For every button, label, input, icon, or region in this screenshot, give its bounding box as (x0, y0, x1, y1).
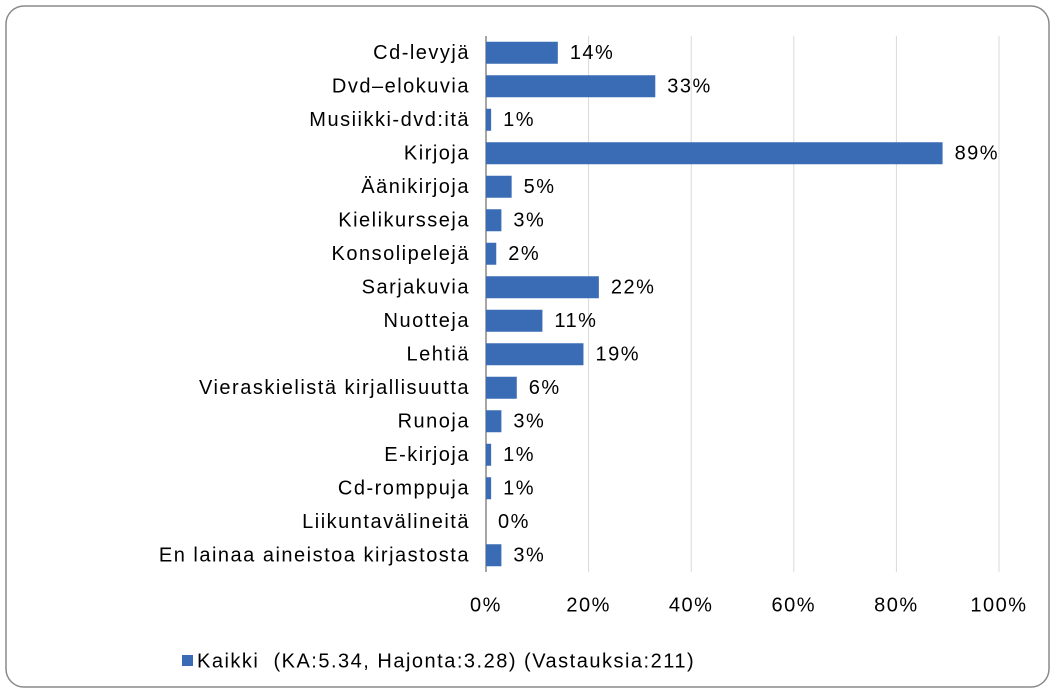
y-tick-label: Cd-levyjä (373, 42, 470, 64)
bar (486, 75, 656, 98)
bar (486, 410, 502, 433)
bar (486, 242, 497, 265)
value-label: 3% (513, 210, 545, 232)
y-tick-label: Nuotteja (384, 310, 471, 332)
x-tick-label: 20% (566, 594, 611, 616)
value-label: 11% (554, 310, 597, 332)
bar (486, 209, 502, 232)
value-label: 1% (503, 478, 535, 500)
bar (486, 477, 492, 500)
x-tick-label: 80% (874, 594, 919, 616)
value-label: 3% (513, 411, 545, 433)
bar (486, 276, 599, 299)
y-tick-label: Vieraskielistä kirjallisuutta (199, 377, 470, 399)
bar (486, 41, 558, 64)
y-tick-label: Cd-romppuja (338, 478, 470, 500)
legend-label: Kaikki (KA:5.34, Hajonta:3.28) (Vastauks… (197, 650, 695, 672)
value-label: 5% (524, 176, 556, 198)
bar (486, 544, 502, 567)
value-label: 1% (503, 444, 535, 466)
y-tick-label: Kielikursseja (338, 210, 470, 232)
x-tick-label: 0% (470, 594, 502, 616)
y-tick-label: Kirjoja (404, 143, 470, 165)
y-tick-label: Konsolipelejä (332, 243, 470, 265)
value-label: 2% (508, 243, 540, 265)
y-tick-label: Liikuntavälineitä (302, 511, 470, 533)
value-label: 6% (529, 377, 561, 399)
y-tick-label: Musiikki-dvd:itä (309, 109, 470, 131)
value-label: 0% (498, 511, 530, 533)
bar (486, 108, 492, 131)
y-tick-label: Dvd–elokuvia (332, 76, 470, 98)
y-tick-label: Äänikirjoja (361, 176, 470, 198)
y-tick-label: E-kirjoja (384, 444, 470, 466)
y-tick-label: Runoja (398, 411, 470, 433)
value-label: 1% (503, 109, 535, 131)
value-label: 22% (611, 277, 656, 299)
bar (486, 309, 543, 332)
y-tick-label: En lainaa aineistoa kirjastosta (159, 545, 470, 567)
bar (486, 443, 492, 466)
bar (486, 343, 584, 366)
x-tick-label: 40% (669, 594, 714, 616)
value-label: 33% (667, 76, 712, 98)
y-tick-label: Lehtiä (407, 344, 471, 366)
x-tick-label: 60% (772, 594, 817, 616)
bar (486, 142, 943, 165)
bar (486, 175, 512, 198)
value-label: 19% (595, 344, 640, 366)
value-label: 3% (513, 545, 545, 567)
value-label: 14% (570, 42, 615, 64)
legend-swatch (182, 655, 193, 666)
x-tick-label: 100% (970, 594, 1027, 616)
bar (486, 376, 517, 399)
value-label: 89% (955, 143, 1000, 165)
y-tick-label: Sarjakuvia (362, 277, 470, 299)
